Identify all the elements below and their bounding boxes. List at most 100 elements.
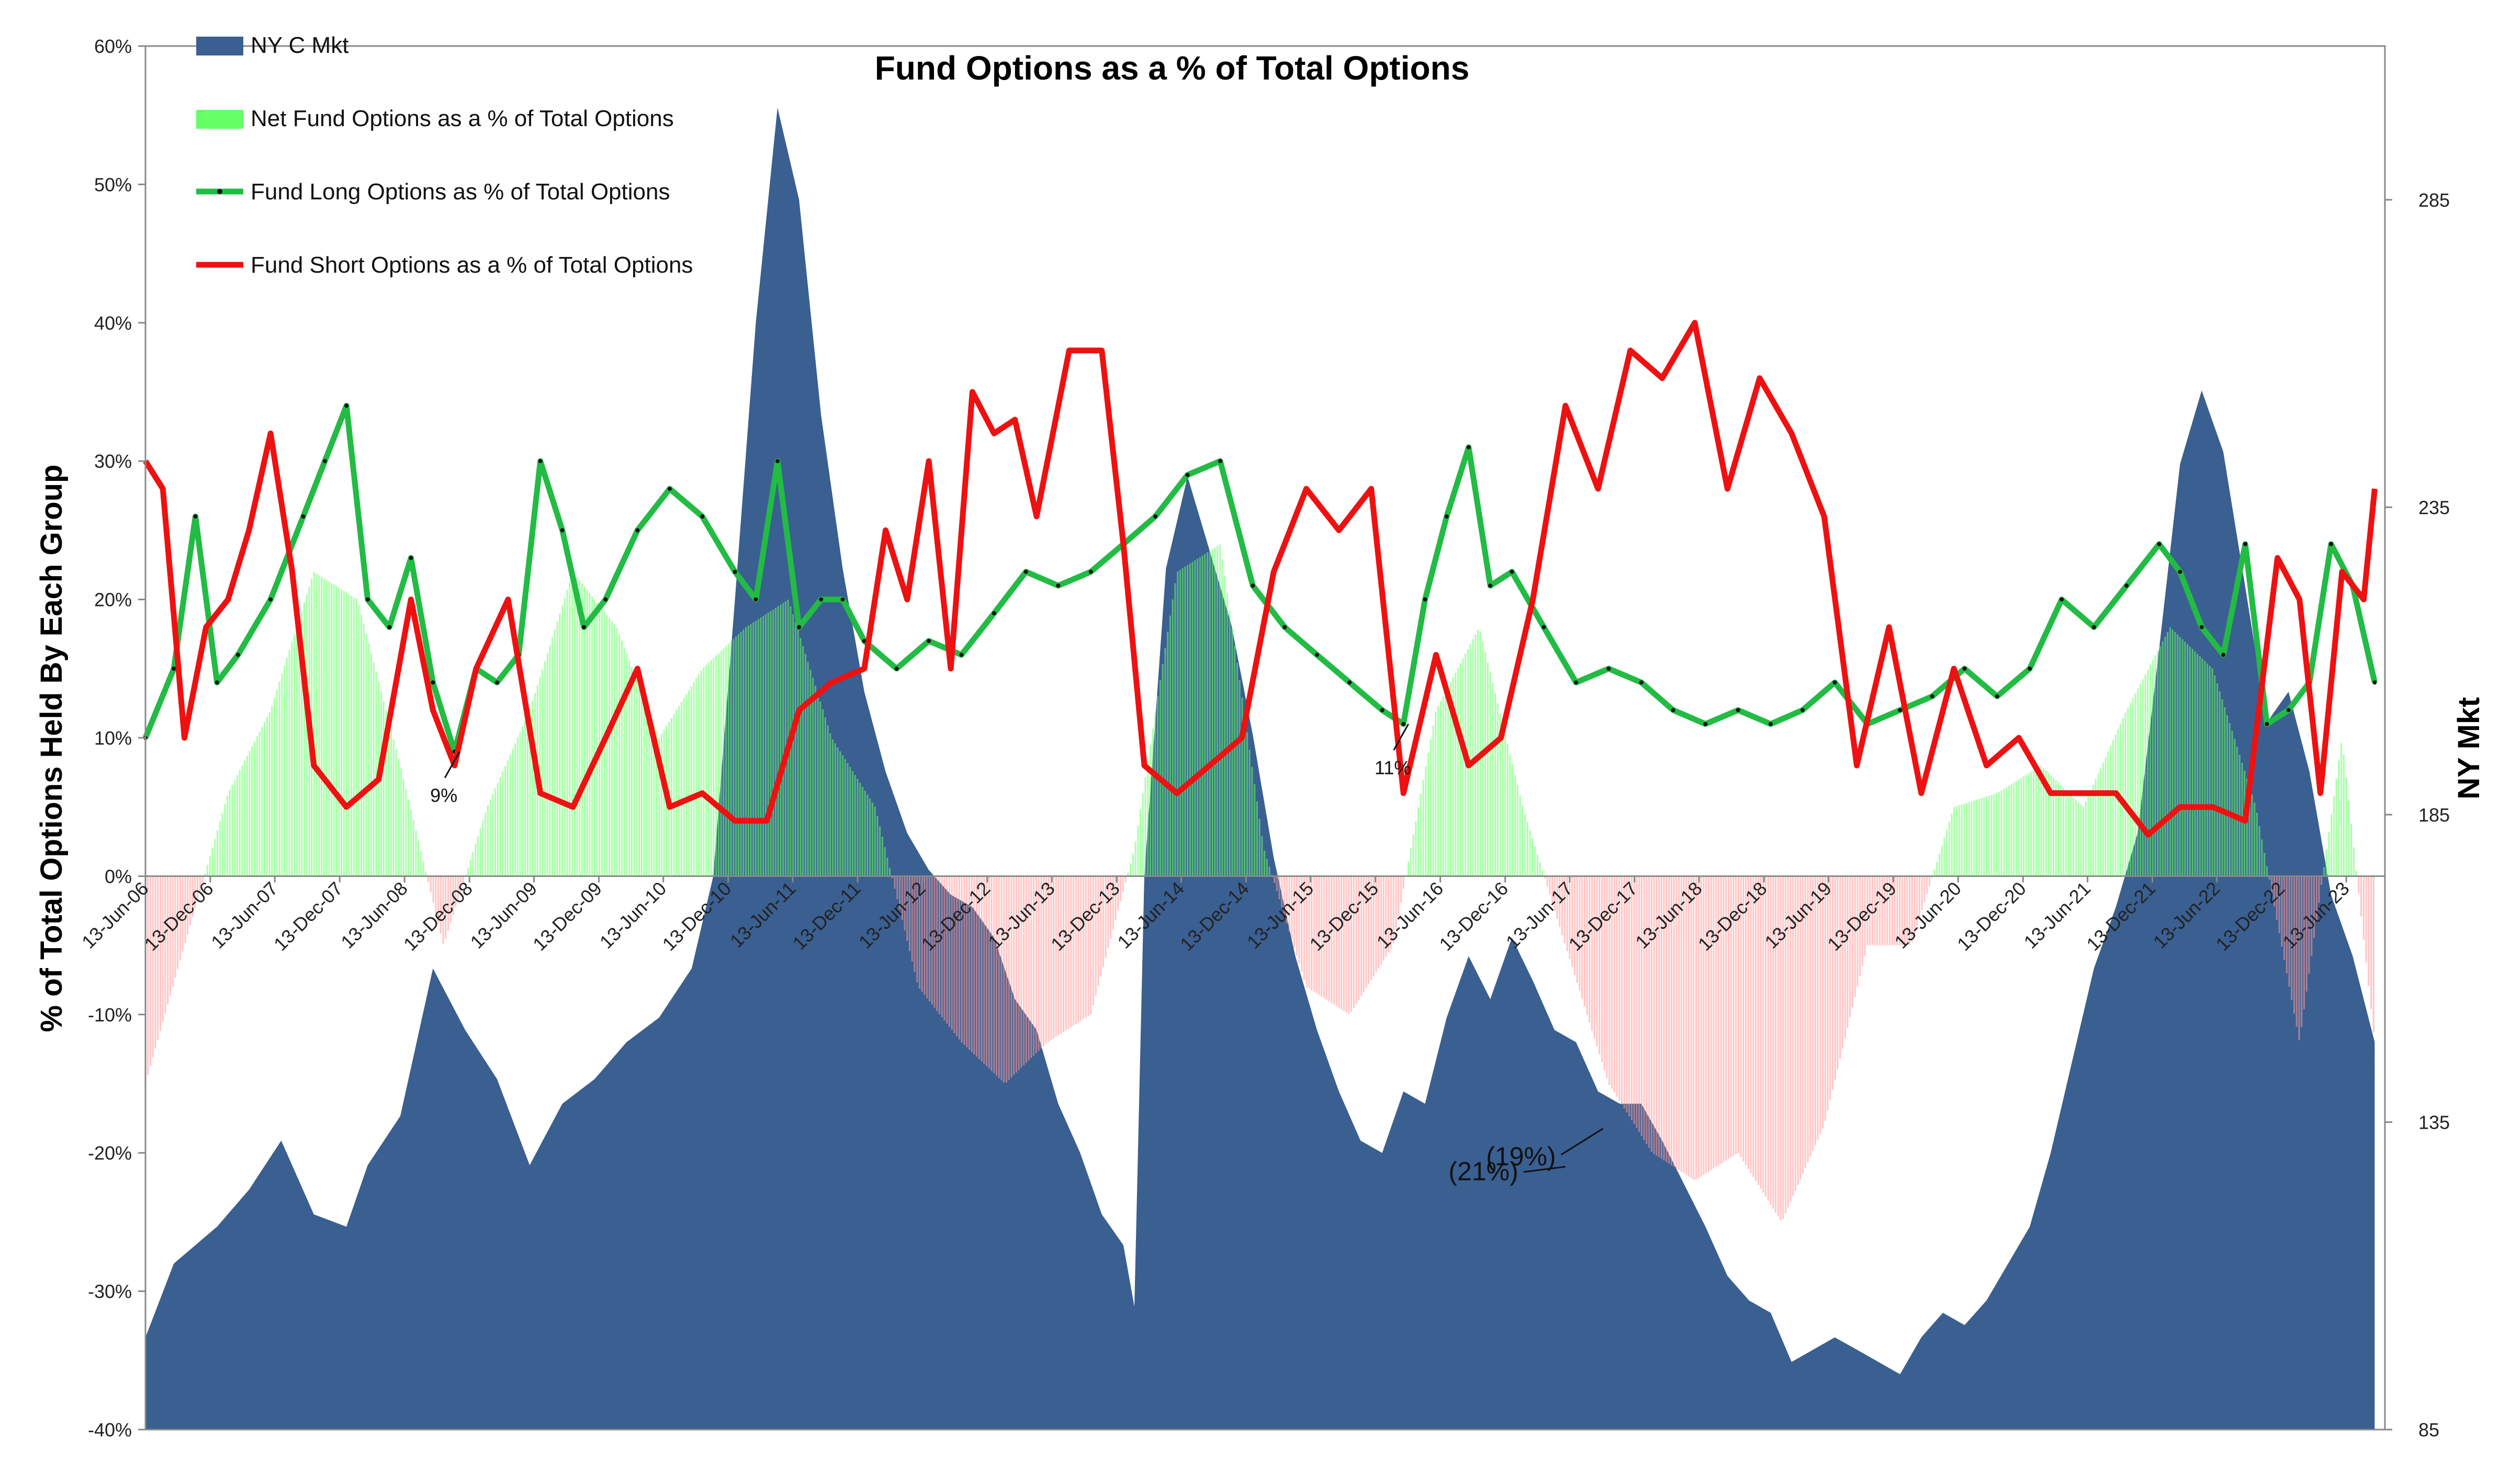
net-options-bar [1799,876,1802,1179]
net-options-bar [2013,782,2015,876]
y2-tick-label: 85 [2418,1419,2439,1441]
net-options-bar [1115,876,1117,920]
net-options-bar [1583,876,1585,1007]
net-options-bar [901,876,903,920]
net-options-bar [906,876,908,941]
net-options-bar [1834,876,1836,1080]
net-options-bar [516,737,519,876]
net-options-bar [1988,795,1990,876]
net-options-bar [268,712,271,876]
fund-long-point [1153,514,1157,519]
net-options-bar [154,876,156,1049]
net-options-bar [2053,778,2055,876]
net-options-bar [2154,655,2156,876]
net-options-bar [916,876,918,983]
net-options-bar [894,876,896,889]
net-options-bar [1782,876,1784,1219]
net-options-bar [943,876,945,1021]
net-options-bar [809,670,812,876]
net-options-bar [857,779,859,876]
net-options-bar [2189,646,2191,876]
net-options-bar [1829,876,1831,1100]
net-options-bar [1680,876,1682,1172]
net-options-bar [323,578,325,876]
net-options-bar [2283,876,2286,960]
net-options-bar [1789,876,1792,1202]
net-options-bar [1504,734,1506,876]
net-options-bar [1866,876,1868,946]
net-options-bar [1715,876,1717,1167]
fund-long-point [1606,666,1611,671]
net-options-bar [2112,740,2114,876]
fund-long-point [1488,583,1493,588]
net-options-bar [1020,876,1022,1068]
net-options-bar [958,876,960,1040]
net-options-bar [157,876,159,1040]
net-options-bar [1385,876,1387,957]
fund-long-point [2199,625,2204,629]
net-options-bar [966,876,968,1048]
legend-swatch-bar [196,110,243,129]
net-options-bar [2365,876,2367,963]
net-options-bar [408,799,410,876]
net-options-bar [876,816,879,876]
net-options-bar [1489,672,1491,876]
net-options-bar [767,612,769,876]
net-options-bar [2162,641,2164,876]
net-options-bar [343,591,345,876]
net-options-bar [455,876,457,907]
net-options-bar [1432,725,1434,876]
net-options-bar [2216,683,2219,876]
net-options-bar [998,876,1000,1078]
net-options-bar [1606,876,1608,1078]
net-options-bar [1360,876,1363,996]
net-options-bar [2288,876,2290,987]
net-options-bar [740,632,742,876]
net-options-bar [1549,876,1551,895]
net-options-bar [561,605,564,876]
net-options-bar [988,876,990,1069]
net-options-bar [2140,683,2142,876]
net-options-bar [762,615,764,876]
net-options-bar [735,636,737,876]
net-options-bar [1276,876,1278,891]
net-options-bar [1837,876,1839,1070]
net-options-bar [221,813,223,876]
net-options-bar [420,851,422,876]
net-options-bar [1579,876,1581,991]
net-options-bar [1576,876,1578,983]
net-options-bar [1983,797,1985,876]
y-axis-title: % of Total Options Held By Each Group [35,465,69,1032]
net-options-bar [1248,749,1251,876]
net-options-bar [529,709,531,876]
net-options-bar [2295,876,2298,1027]
net-options-bar [1080,876,1082,1021]
fund-long-point [1898,708,1903,713]
net-options-bar [1618,876,1620,1101]
net-options-bar [1727,876,1729,1159]
net-options-bar [2293,876,2295,1014]
net-options-bar [1792,876,1794,1196]
net-options-bar [1236,662,1239,876]
net-options-bar [2110,746,2112,876]
net-options-bar [514,743,516,876]
net-options-bar [1971,801,1973,876]
net-options-bar [924,876,926,995]
annotation-label: (21%) [1448,1157,1518,1186]
net-options-bar [1281,876,1283,907]
net-options-bar [1896,876,1898,946]
ny-mkt-area [145,107,2375,1430]
net-options-bar [1750,876,1752,1173]
net-options-bar [2035,768,2037,876]
net-options-bar [1147,761,1149,876]
net-options-bar [1593,876,1595,1039]
net-options-bar [1678,876,1680,1171]
net-options-bar [266,717,268,876]
net-options-bar [1341,876,1343,1009]
net-options-bar [985,876,988,1066]
net-options-bar [1053,876,1055,1039]
net-options-bar [2050,775,2052,876]
net-options-bar [904,876,906,930]
net-options-bar [2328,831,2330,876]
net-options-bar [1906,876,1908,946]
